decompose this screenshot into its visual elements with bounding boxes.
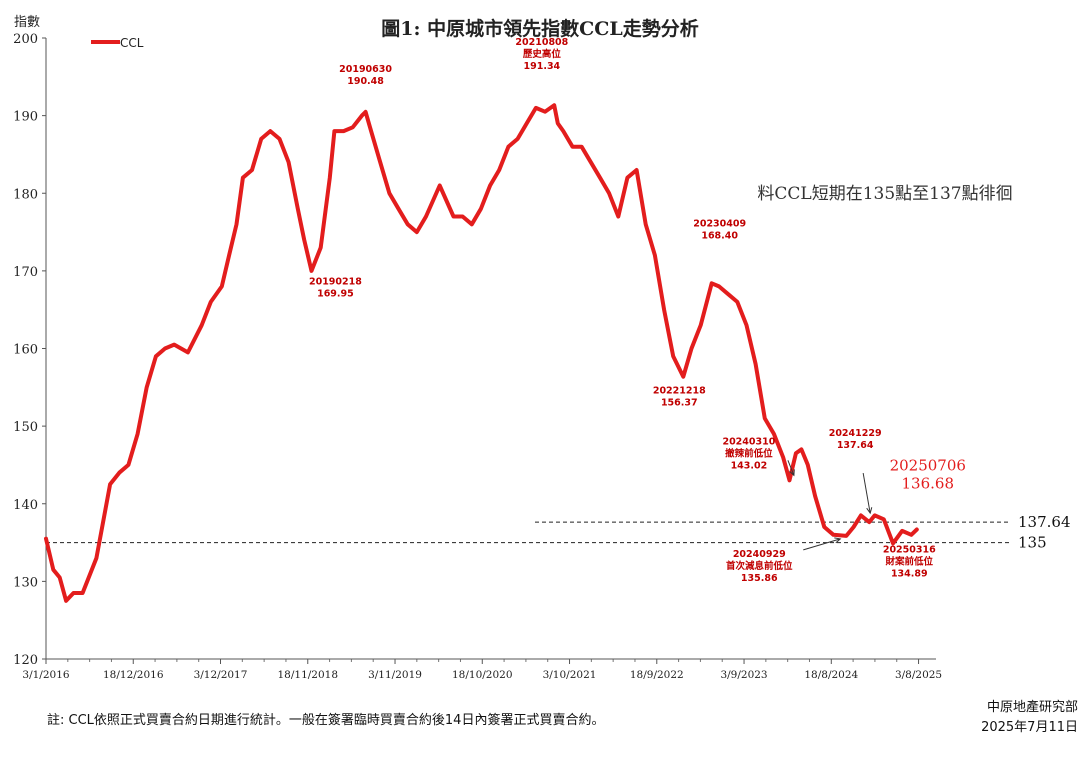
arrow-head-icon: [789, 469, 795, 477]
annotation-text: 137.64: [837, 440, 874, 451]
x-tick-label: 3/12/2017: [194, 669, 248, 681]
annotation-text: 20190218: [309, 276, 362, 287]
annotation-text: 169.95: [317, 288, 354, 299]
annotation-arrow: [803, 538, 841, 551]
x-tick-label: 18/11/2018: [277, 669, 338, 681]
annotation-text: 143.02: [731, 460, 768, 471]
arrow-head-icon: [834, 537, 842, 544]
series-line-ccl: [44, 103, 919, 603]
source-label: 中原地產研究部: [987, 699, 1078, 715]
x-tick-label: 3/9/2023: [720, 669, 767, 681]
annotation-text: 190.48: [347, 76, 384, 87]
annotation-arrow: [862, 472, 871, 514]
annotation-arrow: [787, 460, 795, 476]
legend: CCL: [91, 36, 144, 50]
chart-comment: 料CCL短期在135點至137點徘徊: [757, 184, 1012, 204]
annotation-text: 20221218: [653, 386, 706, 397]
annotation-text: 財案前低位: [885, 555, 934, 567]
annotation-text: 20230409: [693, 218, 746, 229]
reference-line-label: 135: [1018, 534, 1047, 552]
footnote: 註: CCL依照正式買賣合約日期進行統計。一般在簽署臨時買賣合約後14日內簽署正…: [47, 712, 604, 728]
annotation-text: 20210808: [515, 37, 568, 48]
arrow-head-icon: [866, 507, 873, 515]
y-axis-label: 指數: [14, 15, 40, 30]
annotation-text: 136.68: [902, 475, 955, 493]
annotation-text: 20250706: [890, 457, 966, 475]
x-tick-label: 18/12/2016: [103, 669, 164, 681]
y-axis: 120 130 140 150 160 170 180 190 200: [13, 32, 46, 668]
annotation-text: 20240310: [722, 436, 775, 447]
x-tick-label: 3/8/2025: [895, 669, 942, 681]
annotation-text: 20190630: [339, 64, 392, 75]
reference-line-label: 137.64: [1018, 513, 1071, 531]
y-tick-label: 140: [13, 498, 38, 513]
chart-title: 圖1: 中原城市領先指數CCL走勢分析: [381, 17, 698, 40]
annotation-text: 撤辣前低位: [725, 447, 773, 459]
annotation-text: 134.89: [891, 568, 928, 579]
annotation-text: 首次減息前低位: [726, 560, 793, 572]
y-tick-label: 160: [13, 343, 38, 358]
x-tick-label: 3/11/2019: [368, 669, 422, 681]
annotation-text: 歷史高位: [523, 48, 562, 60]
annotation-text: 20240929: [733, 549, 786, 560]
y-tick-label: 150: [13, 420, 38, 435]
y-tick-label: 180: [13, 187, 38, 202]
legend-label-ccl: CCL: [120, 36, 144, 50]
annotation-text: 135.86: [741, 573, 778, 584]
x-tick-label: 18/9/2022: [630, 669, 684, 681]
annotation-text: 156.37: [661, 398, 698, 409]
y-tick-label: 200: [13, 32, 38, 47]
annotation-text: 168.40: [701, 230, 738, 241]
x-tick-label: 18/10/2020: [452, 669, 513, 681]
publish-date: 2025年7月11日: [981, 720, 1078, 735]
annotation-text: 20250316: [883, 544, 936, 555]
y-tick-label: 120: [13, 653, 38, 668]
y-tick-label: 170: [13, 265, 38, 280]
x-tick-label: 3/10/2021: [543, 669, 597, 681]
annotation-text: 20241229: [829, 428, 882, 439]
annotation-text: 191.34: [524, 61, 561, 72]
x-axis: 3/1/2016 18/12/2016 3/12/2017 18/11/2018 3/1…: [22, 659, 942, 681]
y-tick-label: 130: [13, 575, 38, 590]
reference-lines: 137.64 135: [46, 513, 1071, 552]
x-tick-label: 18/8/2024: [804, 669, 858, 681]
x-tick-label: 3/1/2016: [22, 669, 69, 681]
y-tick-label: 190: [13, 110, 38, 125]
